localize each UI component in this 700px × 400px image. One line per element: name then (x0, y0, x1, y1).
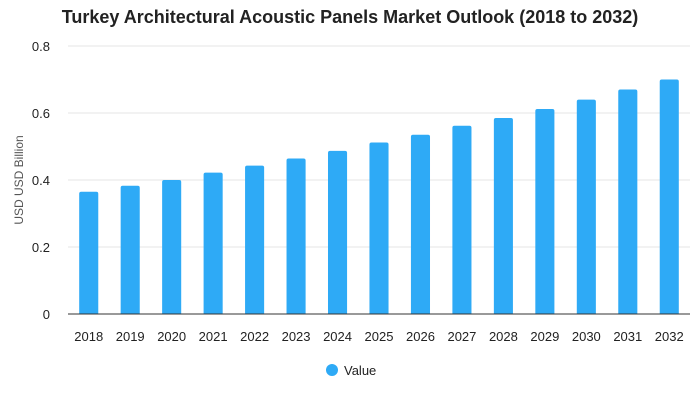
x-tick-label: 2018 (74, 329, 103, 344)
bar-2022 (245, 165, 265, 314)
legend-label: Value (344, 363, 376, 378)
legend-swatch (326, 364, 338, 376)
y-tick-label: 0.6 (32, 106, 50, 121)
x-tick-label: 2023 (282, 329, 311, 344)
bar-2021 (203, 172, 223, 314)
bar-2027 (452, 125, 472, 314)
bar-2030 (576, 99, 596, 314)
bar-2025 (369, 142, 389, 314)
x-tick-label: 2020 (157, 329, 186, 344)
bar-2031 (618, 89, 638, 314)
y-tick-label: 0.2 (32, 240, 50, 255)
x-tick-label: 2026 (406, 329, 435, 344)
y-tick-label: 0 (43, 307, 50, 322)
y-axis-label: USD USD Billion (12, 135, 26, 224)
chart-title: Turkey Architectural Acoustic Panels Mar… (61, 7, 639, 27)
bar-2018 (79, 191, 99, 314)
legend: Value (326, 363, 376, 378)
x-tick-labels: 2018 2019 2020 2021 2022 2023 2024 2025 2026 2027… (74, 329, 683, 344)
y-tick-label: 0.4 (32, 173, 50, 188)
bar-2028 (493, 118, 513, 315)
x-tick-label: 2025 (365, 329, 394, 344)
bar-2026 (410, 134, 431, 314)
x-tick-label: 2028 (489, 329, 518, 344)
y-tick-label: 0.8 (32, 39, 50, 54)
x-tick-label: 2029 (530, 329, 559, 344)
x-tick-label: 2022 (240, 329, 269, 344)
x-tick-label: 2019 (116, 329, 145, 344)
y-tick-labels: 0 0.2 0.4 0.6 0.8 (32, 39, 50, 322)
x-tick-label: 2031 (613, 329, 642, 344)
bars (79, 79, 679, 315)
x-tick-label: 2027 (447, 329, 476, 344)
x-tick-label: 2030 (572, 329, 601, 344)
bar-2029 (535, 108, 555, 314)
x-tick-label: 2021 (199, 329, 228, 344)
x-tick-label: 2024 (323, 329, 352, 344)
bar-2020 (162, 180, 182, 314)
bar-2024 (327, 150, 348, 314)
bar-2032 (659, 79, 679, 314)
bar-2019 (120, 185, 140, 314)
bar-2023 (286, 158, 306, 314)
x-tick-label: 2032 (655, 329, 684, 344)
